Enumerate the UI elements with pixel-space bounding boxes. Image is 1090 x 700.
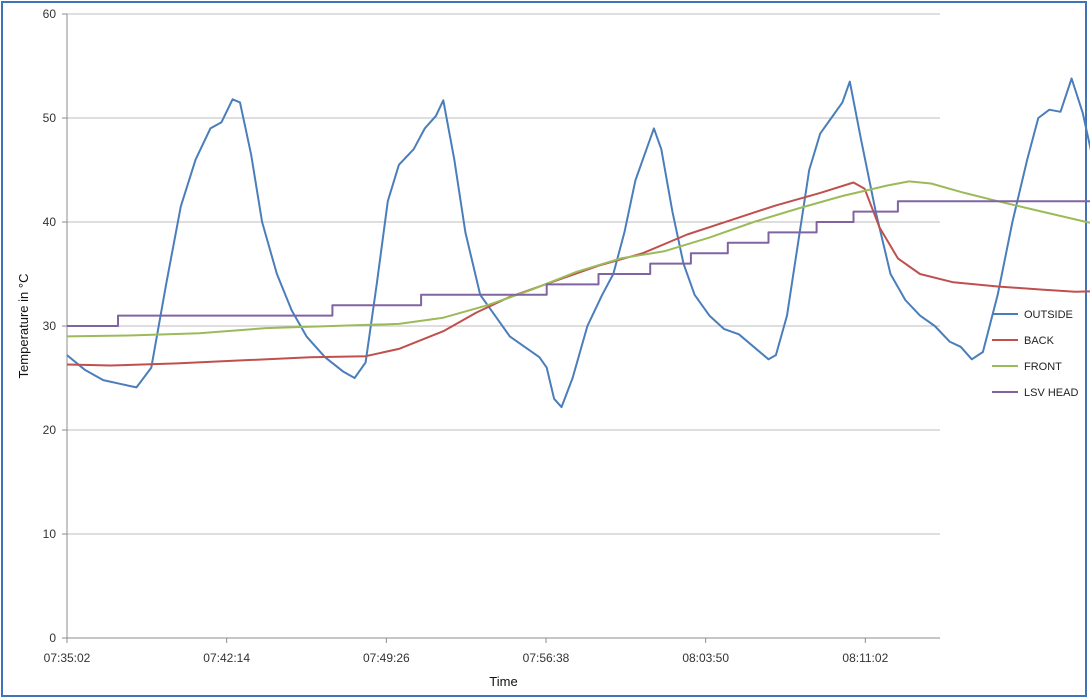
y-tick-label: 20 — [43, 423, 57, 437]
x-tick-label: 07:56:38 — [523, 651, 570, 665]
gridlines — [67, 13, 940, 535]
y-tick-label: 0 — [49, 631, 56, 645]
y-tick-label: 40 — [43, 215, 57, 229]
series-line-lsv-head — [67, 200, 1090, 327]
x-tick-label: 07:49:26 — [363, 651, 410, 665]
y-tick-label: 10 — [43, 527, 57, 541]
legend-label-lsv-head: LSV HEAD — [1024, 387, 1078, 399]
legend: OUTSIDE BACK FRONT LSV HEAD — [992, 309, 1078, 399]
y-tick-label: 30 — [43, 319, 57, 333]
x-tick-label: 07:35:02 — [44, 651, 91, 665]
x-tick-label: 08:03:50 — [682, 651, 729, 665]
x-tick-label: 07:42:14 — [203, 651, 250, 665]
y-tick-label: 60 — [43, 7, 57, 21]
y-tick-label: 50 — [43, 111, 57, 125]
series-line-front — [66, 180, 1090, 338]
series-line-back — [66, 181, 1090, 367]
legend-label-front: FRONT — [1024, 361, 1062, 373]
x-tick-label: 08:11:02 — [842, 651, 888, 665]
y-axis-ticks: 0 10 20 30 40 50 60 — [43, 7, 67, 645]
x-axis-title: Time — [489, 674, 517, 689]
y-axis-title: Temperature in °C — [16, 274, 31, 379]
legend-label-outside: OUTSIDE — [1024, 309, 1073, 321]
series-lines — [66, 77, 1090, 409]
series-line-outside — [66, 77, 1090, 409]
x-axis-ticks: 07:35:02 07:42:14 07:49:26 07:56:38 08:03:50… — [44, 638, 889, 665]
legend-label-back: BACK — [1024, 335, 1055, 347]
